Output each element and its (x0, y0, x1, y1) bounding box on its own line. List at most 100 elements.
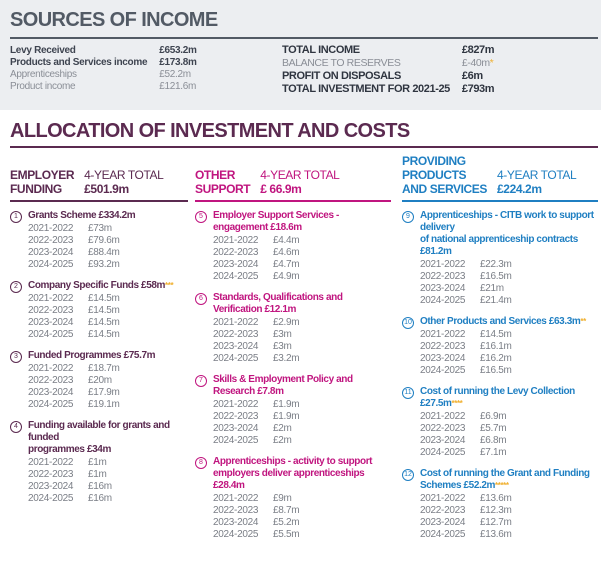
year-value: £2.9m (273, 316, 300, 328)
income-total-label: TOTAL INCOME (282, 44, 360, 56)
year-breakdown: 2021-2022 £4.4m 2022-2023 £4.6m 2023-2024 £4.… (213, 235, 391, 283)
income-value: £121.6m (159, 81, 197, 92)
item-title-text: Cost of running the Levy Collection £27.… (420, 385, 575, 409)
year-value: £5.5m (273, 528, 300, 540)
income-right-list: TOTAL INCOME £827m BALANCE TO RESERVES £-40… (282, 44, 495, 96)
item-title-text: Skills & Employment Policy and Research … (213, 373, 353, 397)
year-label: 2021-2022 (213, 492, 259, 504)
item-title: Skills & Employment Policy and Research … (213, 374, 391, 398)
item-body: Grants Scheme £334.2m 2021-2022 £73m 2022-2… (28, 210, 188, 271)
year-breakdown: 2021-2022 £73m 2022-2023 £79.6m 2023-2024 £88… (28, 223, 188, 271)
item-title-line: Other Products and Services £63.3m** (420, 316, 598, 328)
year-label: 2021-2022 (420, 492, 466, 504)
year-value: £16m (88, 492, 112, 504)
item-title-text: Apprenticeships - activity to support (213, 455, 373, 467)
allocation-item: 10 Other Products and Services £63.3m** 20… (402, 316, 598, 377)
year-label: 2024-2025 (420, 528, 466, 540)
item-title-line: Cost of running the Grant and Funding (420, 468, 598, 480)
year-label: 2023-2024 (28, 480, 74, 492)
year-label: 2024-2025 (213, 434, 259, 446)
year-value: £7.1m (480, 446, 507, 458)
year-value: £16m (88, 480, 112, 492)
year-value: £21.4m (480, 294, 512, 306)
year-row: 2023-2024 £14.5m (28, 317, 188, 329)
allocation-item: 9 Apprenticeships - CITB work to support … (402, 210, 598, 307)
year-label: 2022-2023 (213, 504, 259, 516)
year-row: 2022-2023 £16.5m (420, 271, 598, 283)
item-title-text: employers deliver apprenticeships £28.4m (213, 467, 365, 491)
year-value: £5.7m (480, 422, 507, 434)
year-value: £1.9m (273, 398, 300, 410)
year-value: £19.1m (88, 398, 120, 410)
year-value: £12.3m (480, 504, 512, 516)
item-body: Apprenticeships - activity to support emp… (213, 456, 391, 541)
income-total-value: £6m (462, 70, 494, 83)
year-value: £3m (273, 340, 292, 352)
year-value: £14.5m (88, 316, 120, 328)
year-label: 2024-2025 (28, 328, 74, 340)
year-breakdown: 2021-2022 £14.5m 2022-2023 £14.5m 2023-2024 £… (28, 293, 188, 341)
item-title: Cost of running the Levy Collection £27.… (420, 386, 598, 410)
year-value: £8.7m (273, 504, 300, 516)
year-value: £6.9m (480, 410, 507, 422)
year-row: 2024-2025 £93.2m (28, 259, 188, 271)
item-title-text: Other Products and Services £63.3m (420, 315, 581, 327)
column-heading: SUPPORT (195, 182, 251, 196)
column-total-value: £224.2m (497, 182, 542, 196)
item-number-badge: 8 (195, 456, 207, 469)
column-heading-block: OTHER SUPPORT (195, 168, 251, 196)
year-value: £88.4m (88, 246, 120, 258)
item-title: Cost of running the Grant and Funding Sch… (420, 468, 598, 492)
income-total-value: £793m (462, 83, 495, 96)
year-label: 2022-2023 (420, 340, 466, 352)
year-label: 2024-2025 (420, 446, 466, 458)
item-title-text: programmes £34m (28, 443, 111, 455)
item-body: Employer Support Services - engagement £… (213, 210, 391, 283)
year-row: 2022-2023 £8.7m (213, 505, 391, 517)
year-value: £73m (88, 222, 112, 234)
item-body: Funding available for grants and funded p… (28, 420, 188, 505)
year-value: £18.7m (88, 362, 120, 374)
footnote-star: * (489, 57, 494, 69)
year-label: 2022-2023 (213, 246, 259, 258)
allocation-item: 4 Funding available for grants and funded… (10, 420, 188, 505)
year-label: 2021-2022 (420, 410, 466, 422)
year-breakdown: 2021-2022 £22.3m 2022-2023 £16.5m 2023-2024 £… (420, 259, 598, 307)
year-label: 2024-2025 (28, 258, 74, 270)
year-value: £22.3m (480, 258, 512, 270)
column-heading-block: PROVIDING PRODUCTS AND SERVICES (402, 154, 487, 196)
year-row: 2024-2025 £13.6m (420, 529, 598, 541)
column-heading: FUNDING (10, 182, 62, 196)
year-label: 2023-2024 (213, 422, 259, 434)
allocation-item: 2 Company Specific Funds £58m*** 2021-2022… (10, 280, 188, 341)
year-breakdown: 2021-2022 £9m 2022-2023 £8.7m 2023-2024 £5.2m… (213, 493, 391, 541)
item-title-text: Apprenticeships - CITB work to support d… (420, 209, 594, 233)
item-title: Employer Support Services - engagement £… (213, 210, 391, 234)
year-label: 2021-2022 (28, 222, 74, 234)
allocation-item: 7 Skills & Employment Policy and Research… (195, 374, 391, 447)
year-label: 2021-2022 (213, 316, 259, 328)
year-row: 2021-2022 £4.4m (213, 235, 391, 247)
year-row: 2021-2022 £1.9m (213, 399, 391, 411)
allocation-divider (10, 146, 598, 148)
year-value: £16.5m (480, 270, 512, 282)
year-row: 2024-2025 £7.1m (420, 447, 598, 459)
column-total-label: 4-YEAR TOTAL (260, 168, 340, 182)
item-number-badge: 9 (402, 210, 414, 223)
allocation-item: 3 Funded Programmes £75.7m 2021-2022 £18.7m… (10, 350, 188, 411)
column-total-value: £ 66.9m (260, 182, 302, 196)
year-row: 2021-2022 £14.5m (420, 329, 598, 341)
income-total-label: PROFIT ON DISPOSALS (282, 70, 401, 82)
year-row: 2021-2022 £18.7m (28, 363, 188, 375)
column-header: OTHER SUPPORT 4-YEAR TOTAL £ 66.9m (195, 152, 391, 196)
income-label: Levy Received (10, 45, 76, 56)
year-label: 2022-2023 (28, 374, 74, 386)
year-value: £4.9m (273, 270, 300, 282)
item-title: Standards, Qualifications and Verificati… (213, 292, 391, 316)
year-value: £3.2m (273, 352, 300, 364)
year-label: 2021-2022 (28, 456, 74, 468)
item-number-badge: 2 (10, 280, 22, 293)
year-row: 2022-2023 £5.7m (420, 423, 598, 435)
year-label: 2021-2022 (28, 292, 74, 304)
year-value: £4.4m (273, 234, 300, 246)
